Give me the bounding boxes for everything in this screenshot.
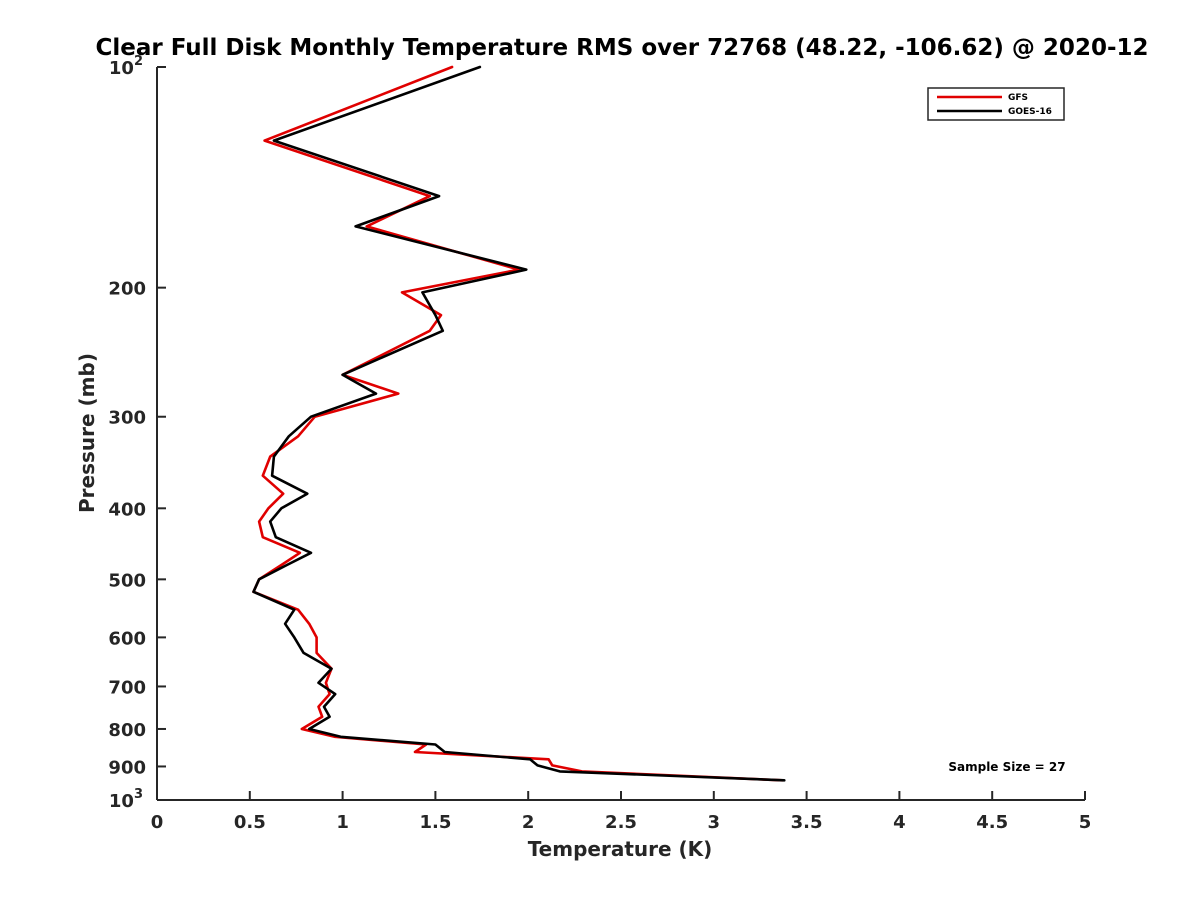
series-line-goes-16 xyxy=(252,65,786,782)
x-axis-label: Temperature (K) xyxy=(528,837,713,861)
x-tick-label: 1.5 xyxy=(419,812,451,833)
x-tick-label: 0 xyxy=(151,812,164,833)
legend-label: GFS xyxy=(1008,93,1028,103)
y-axis-label: Pressure (mb) xyxy=(75,353,99,513)
x-tick-label: 2.5 xyxy=(605,812,637,833)
y-tick-label: 400 xyxy=(108,499,146,520)
series-layer xyxy=(252,65,786,782)
x-tick-label: 4 xyxy=(893,812,906,833)
y-tick-label: 600 xyxy=(108,628,146,649)
y-tick-label: 800 xyxy=(108,720,146,741)
chart-title: Clear Full Disk Monthly Temperature RMS … xyxy=(95,35,1148,61)
sample-size-annotation: Sample Size = 27 xyxy=(948,760,1065,774)
x-tick-label: 3 xyxy=(708,812,721,833)
legend-label: GOES-16 xyxy=(1008,107,1052,117)
x-tick-label: 0.5 xyxy=(234,812,266,833)
y-tick-label: 102 xyxy=(109,54,143,79)
y-tick-label: 700 xyxy=(108,677,146,698)
x-tick-label: 2 xyxy=(522,812,535,833)
y-tick-label: 300 xyxy=(108,408,146,429)
x-tick-label: 1 xyxy=(336,812,349,833)
y-tick-label: 900 xyxy=(108,757,146,778)
x-tick-label: 5 xyxy=(1079,812,1092,833)
y-tick-label: 103 xyxy=(109,787,143,812)
legend-box xyxy=(927,87,1065,121)
x-tick-label: 3.5 xyxy=(791,812,823,833)
legend: GFS GOES-16 xyxy=(927,87,1065,121)
x-tick-label: 4.5 xyxy=(976,812,1008,833)
series-line-gfs xyxy=(252,65,784,782)
y-tick-label: 200 xyxy=(108,279,146,300)
axes-layer: 0 0.5 1 1.5 2 2.5 3 3.5 4 4.5 5 102 200 300 400 500 600 7… xyxy=(108,54,1091,833)
y-tick-label: 500 xyxy=(108,570,146,591)
